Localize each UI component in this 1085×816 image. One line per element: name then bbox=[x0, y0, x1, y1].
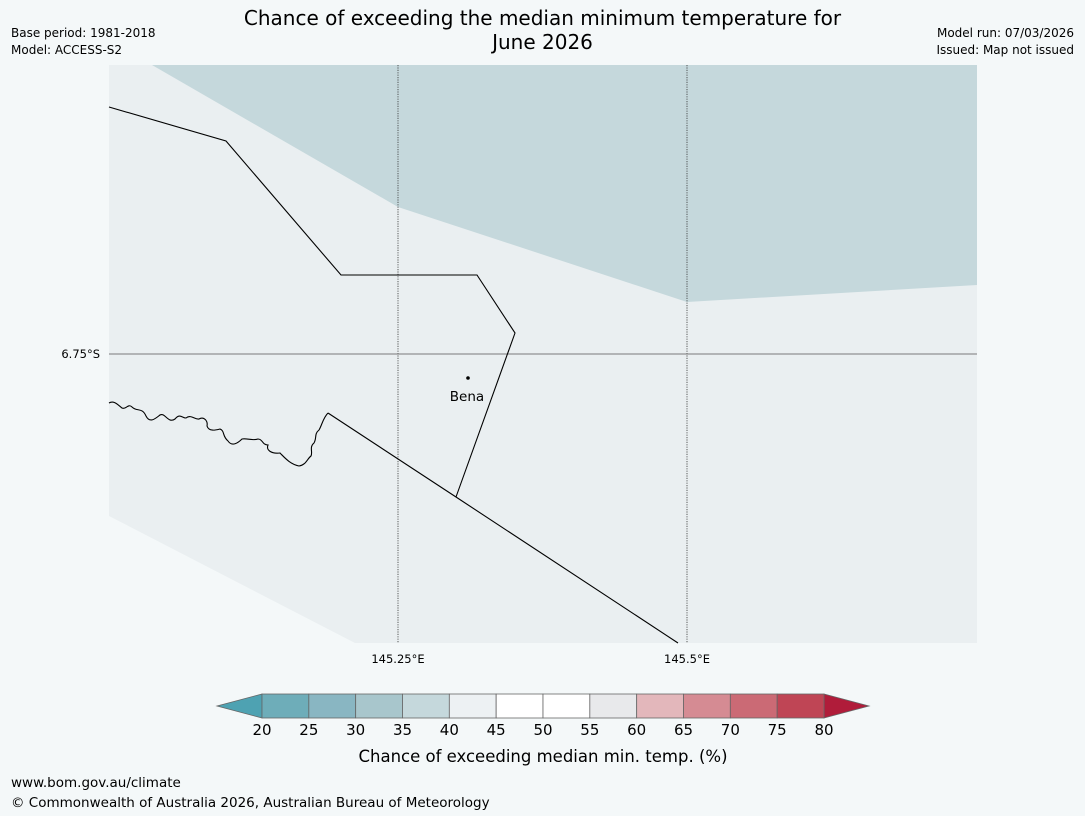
colorbar-tick-label: 50 bbox=[533, 721, 552, 739]
colorbar-segment bbox=[636, 693, 684, 719]
footer-url[interactable]: www.bom.gov.au/climate bbox=[11, 775, 181, 791]
colorbar-segment bbox=[776, 693, 825, 719]
colorbar-tick-label: 55 bbox=[580, 721, 599, 739]
page-title: Chance of exceeding the median minimum t… bbox=[0, 6, 1085, 54]
colorbar-segment bbox=[308, 693, 357, 719]
colorbar-tick-label: 45 bbox=[487, 721, 506, 739]
issued-text: Issued: Map not issued bbox=[936, 43, 1074, 57]
colorbar-tick-label: 30 bbox=[346, 721, 365, 739]
colorbar-under-triangle bbox=[215, 693, 263, 719]
colorbar-segment bbox=[729, 693, 778, 719]
colorbar: 20 25 30 35 40 45 50 55 60 65 70 75 80 bbox=[215, 693, 871, 739]
colorbar-segment bbox=[495, 693, 544, 719]
colorbar-tick-label: 75 bbox=[768, 721, 787, 739]
model-text: Model: ACCESS-S2 bbox=[11, 43, 123, 57]
title-line-1: Chance of exceeding the median minimum t… bbox=[243, 6, 842, 30]
title-line-2: June 2026 bbox=[492, 30, 593, 54]
province-border-south bbox=[327, 412, 679, 644]
place-marker bbox=[466, 376, 470, 380]
colorbar-segment bbox=[355, 693, 403, 719]
colorbar-tick-label: 65 bbox=[674, 721, 693, 739]
colorbar-tick-label: 35 bbox=[393, 721, 412, 739]
colorbar-over-triangle bbox=[823, 693, 871, 719]
province-border-west bbox=[108, 106, 516, 498]
lat-label-6-75: 6.75°S bbox=[61, 347, 100, 361]
info-right: Model run: 07/03/2026 Issued: Map not is… bbox=[936, 25, 1074, 59]
colorbar-tick-label: 60 bbox=[627, 721, 646, 739]
colorbar-tick-label: 70 bbox=[721, 721, 740, 739]
colorbar-segment bbox=[542, 693, 591, 719]
probability-band-35-40 bbox=[152, 65, 977, 302]
base-period-text: Base period: 1981-2018 bbox=[11, 26, 156, 40]
colorbar-segment bbox=[448, 693, 497, 719]
colorbar-tick-label: 40 bbox=[440, 721, 459, 739]
colorbar-tick-label: 20 bbox=[252, 721, 271, 739]
model-run-text: Model run: 07/03/2026 bbox=[936, 26, 1074, 40]
place-label-bena: Bena bbox=[450, 389, 484, 405]
colorbar-segment bbox=[683, 693, 731, 719]
colorbar-tick-label: 80 bbox=[814, 721, 833, 739]
colorbar-segment bbox=[589, 693, 638, 719]
colorbar-segment bbox=[261, 693, 310, 719]
province-border-rugged bbox=[108, 401, 329, 467]
lon-label-145-5: 145.5°E bbox=[664, 652, 710, 666]
colorbar-tick-label: 25 bbox=[299, 721, 318, 739]
lon-label-145-25: 145.25°E bbox=[371, 652, 424, 666]
info-left: Base period: 1981-2018 Model: ACCESS-S2 bbox=[11, 25, 156, 59]
footer-copyright: © Commonwealth of Australia 2026, Austra… bbox=[11, 795, 490, 811]
colorbar-segment bbox=[402, 693, 450, 719]
colorbar-label: Chance of exceeding median min. temp. (%… bbox=[358, 747, 727, 766]
